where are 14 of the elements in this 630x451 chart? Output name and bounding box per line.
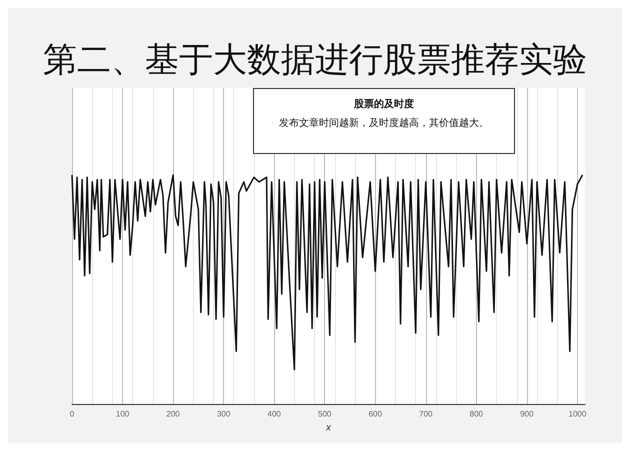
x-axis-title: x xyxy=(325,422,332,434)
x-tick-label: 1000 xyxy=(568,410,587,418)
x-tick-label: 100 xyxy=(116,410,130,418)
x-tick-label: 800 xyxy=(470,410,484,418)
x-tick-label: 400 xyxy=(267,410,282,418)
x-tick-label: 900 xyxy=(520,410,534,418)
x-tick-label: 600 xyxy=(368,410,382,418)
x-tick-label: 700 xyxy=(419,410,434,418)
note-box: 股票的及时度 发布文章时间越新，及时度越高，其价值越大。 xyxy=(253,88,515,154)
x-tick-label: 0 xyxy=(70,410,75,418)
x-tick-label: 300 xyxy=(216,410,231,418)
x-tick-label: 500 xyxy=(318,410,332,418)
chart-title: 第二、基于大数据进行股票推荐实验 xyxy=(43,40,587,80)
x-tick-label: 200 xyxy=(166,410,180,418)
